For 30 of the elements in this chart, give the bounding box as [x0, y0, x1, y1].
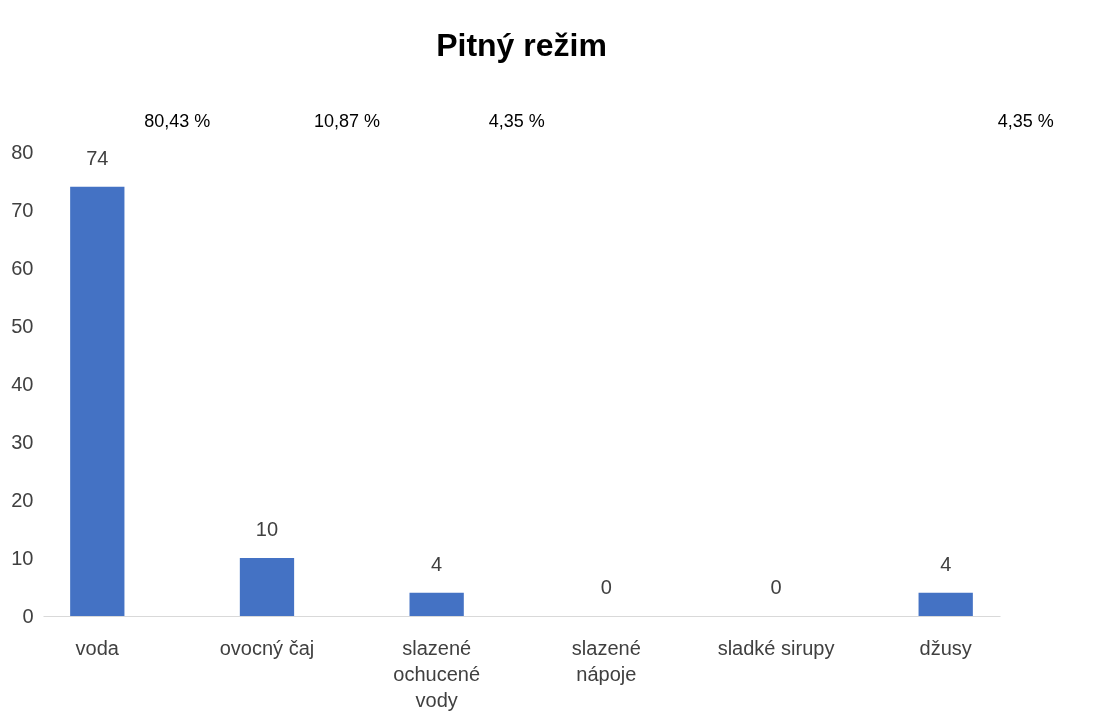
y-tick-label: 70 — [11, 198, 34, 221]
data-label: 74 — [86, 146, 109, 169]
x-tick-label: voda — [75, 636, 120, 659]
x-tick-label: ovocný čaj — [219, 636, 315, 659]
y-tick-label: 0 — [22, 604, 34, 627]
y-tick-label: 50 — [11, 314, 34, 337]
bar — [409, 592, 464, 616]
y-tick-label: 30 — [11, 430, 34, 453]
data-label: 10 — [255, 518, 279, 540]
y-tick-label: 40 — [11, 372, 34, 395]
x-tick-label: džusy — [919, 636, 972, 659]
chart-title: Pitný režim — [436, 27, 607, 63]
y-tick-label: 20 — [11, 488, 34, 511]
y-tick-label: 10 — [11, 546, 34, 569]
bar — [239, 558, 295, 616]
text: 10,87 % — [313, 111, 381, 131]
bar — [70, 186, 125, 616]
data-label: 0 — [600, 576, 612, 598]
x-tick-label: sladké sirupy — [717, 636, 835, 659]
x-tick-label: slazené ochucené vody — [393, 636, 481, 711]
data-label: 4 — [431, 552, 443, 575]
text: 80,43 % — [144, 111, 211, 131]
text: 4,35 % — [997, 111, 1054, 131]
x-tick-label: slazené nápoje — [571, 636, 641, 685]
text: 4,35 % — [488, 111, 545, 131]
y-tick-label: 80 — [11, 140, 34, 163]
data-label: 4 — [940, 552, 952, 575]
bar — [918, 592, 973, 616]
data-label: 0 — [770, 576, 782, 598]
y-tick-label: 60 — [11, 256, 34, 279]
